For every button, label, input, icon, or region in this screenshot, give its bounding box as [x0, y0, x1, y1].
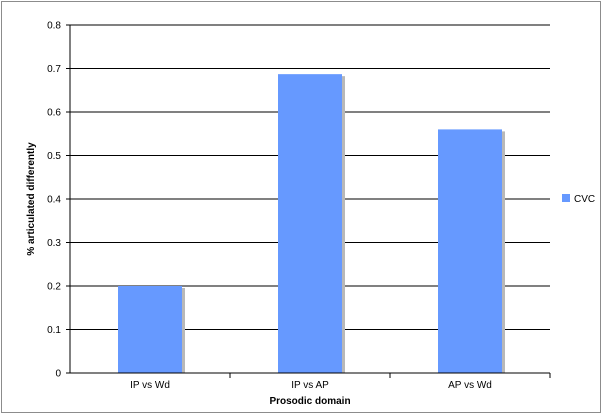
y-tick-label: 0 [55, 369, 61, 380]
y-axis-title: % articulated differently [26, 142, 37, 256]
y-tick-label: 0.1 [47, 325, 61, 336]
y-tick-label: 0.5 [47, 151, 61, 162]
y-tick-label: 0.6 [47, 108, 61, 119]
bars [118, 74, 505, 373]
y-tick-label: 0.8 [47, 21, 61, 32]
y-tick-label: 0.2 [47, 282, 61, 293]
axes: 0 0.1 0.2 0.3 0.4 0.5 0.6 0.7 0.8 IP vs Wd IP vs A… [47, 21, 551, 391]
x-tick-label: IP vs AP [291, 380, 329, 391]
legend-label-cvc: CVC [574, 194, 595, 205]
y-tick-label: 0.4 [47, 195, 61, 206]
legend-swatch-cvc [562, 194, 570, 202]
y-tick-label: 0.3 [47, 238, 61, 249]
bar-ap-vs-wd [438, 129, 502, 373]
x-tick-label: AP vs Wd [448, 380, 492, 391]
legend: CVC [562, 194, 595, 205]
y-tick-label: 0.7 [47, 64, 61, 75]
bar-ip-vs-wd [118, 286, 182, 373]
bar-ip-vs-ap [278, 74, 342, 373]
x-tick-label: IP vs Wd [130, 380, 170, 391]
x-axis-title: Prosodic domain [269, 396, 350, 407]
